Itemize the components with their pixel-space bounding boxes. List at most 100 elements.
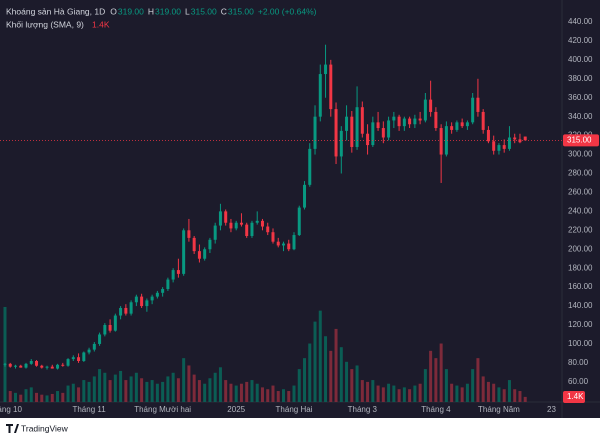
volume-bar	[61, 392, 65, 402]
candle-body	[239, 222, 243, 225]
volume-bar	[150, 380, 154, 402]
y-tick-label: 180.00	[568, 263, 593, 272]
candle-body	[3, 363, 7, 365]
volume-bar	[19, 394, 23, 402]
candle-body	[329, 64, 333, 110]
volume-bar	[161, 381, 165, 402]
y-tick-label: 200.00	[568, 244, 593, 253]
candle-body	[392, 116, 396, 121]
volume-bar	[281, 389, 285, 402]
candle-body	[66, 359, 70, 366]
volume-bar	[229, 383, 233, 402]
candle-body	[50, 366, 54, 369]
volume-bar	[513, 389, 517, 402]
volume-bar	[82, 380, 86, 402]
candle-body	[523, 136, 527, 141]
candle-body	[308, 148, 312, 185]
volume-bar	[155, 383, 159, 402]
x-tick-label: Tháng Năm	[478, 405, 520, 414]
volume-bar	[255, 383, 259, 402]
y-tick-label: 400.00	[568, 55, 593, 64]
volume-bar	[366, 381, 370, 402]
y-tick-label: 120.00	[568, 320, 593, 329]
candle-body	[92, 343, 96, 350]
candle-body	[98, 334, 102, 344]
volume-bar	[471, 369, 475, 402]
candle-body	[408, 118, 412, 125]
candle-body	[513, 137, 517, 140]
candle-body	[166, 279, 170, 290]
volume-bar	[276, 391, 280, 402]
volume-bar	[119, 370, 123, 402]
y-tick-label: 380.00	[568, 74, 593, 83]
candle-body	[281, 243, 285, 246]
x-tick-label: Tháng 10	[0, 405, 22, 414]
volume-bar	[303, 358, 307, 402]
volume-bar	[182, 358, 186, 402]
candle-body	[108, 325, 112, 331]
volume-bar	[208, 378, 212, 402]
volume-bar	[134, 372, 138, 402]
volume-bar	[486, 381, 490, 402]
candle-body	[150, 296, 154, 301]
volume-bar	[465, 383, 469, 402]
volume-bar	[113, 374, 117, 402]
y-tick-label: 260.00	[568, 188, 593, 197]
candle-body	[82, 352, 86, 361]
candle-body	[492, 141, 496, 151]
candle-body	[61, 364, 65, 366]
candle-body	[155, 292, 159, 297]
last-volume-tag	[563, 391, 585, 403]
volume-bar	[108, 380, 112, 402]
candle-body	[465, 122, 469, 127]
candle-body	[376, 122, 380, 129]
ohlc-value: 315.00	[228, 6, 254, 16]
ohlc-key: L	[185, 6, 190, 16]
volume-bar	[224, 380, 228, 402]
volume-bar	[371, 380, 375, 402]
volume-bar	[444, 369, 448, 402]
y-tick-label: 220.00	[568, 225, 593, 234]
candle-body	[355, 107, 359, 147]
candle-body	[423, 99, 427, 121]
volume-bar	[129, 376, 133, 402]
volume-bar	[429, 350, 433, 402]
candle-body	[134, 296, 138, 303]
candle-body	[87, 349, 91, 353]
candle-body	[303, 184, 307, 208]
volume-bar	[450, 383, 454, 402]
volume-bar	[492, 383, 496, 402]
candle-body	[45, 366, 49, 368]
y-tick-label: 420.00	[568, 36, 593, 45]
candle-body	[113, 315, 117, 331]
candle-body	[103, 325, 107, 335]
candle-body	[208, 239, 212, 250]
volume-bar	[334, 328, 338, 402]
y-tick-label: 240.00	[568, 206, 593, 215]
y-tick-label: 300.00	[568, 150, 593, 159]
y-tick-label: 280.00	[568, 169, 593, 178]
y-tick-label: 60.00	[568, 377, 589, 386]
x-tick-label: Tháng 11	[72, 405, 106, 414]
volume-bar	[355, 365, 359, 402]
candle-body	[434, 111, 438, 129]
candle-body	[197, 251, 201, 259]
x-tick-label: Tháng Hai	[276, 405, 313, 414]
volume-bar	[103, 372, 107, 402]
ohlc-key: H	[148, 6, 154, 16]
volume-bar	[523, 396, 527, 402]
candle-body	[119, 307, 123, 316]
volume-bar	[45, 395, 49, 402]
volume-bar	[92, 376, 96, 402]
ohlc-key: C	[221, 6, 227, 16]
volume-bar	[8, 391, 12, 402]
volume-bar	[413, 385, 417, 402]
y-tick-label: 440.00	[568, 17, 593, 26]
candle-body	[140, 296, 144, 307]
volume-bar	[376, 385, 380, 402]
volume-bar	[397, 389, 401, 402]
candle-body	[129, 302, 133, 314]
chart-title: Khoáng sản Hà Giang, 1D	[6, 6, 105, 16]
volume-bar	[408, 389, 412, 402]
